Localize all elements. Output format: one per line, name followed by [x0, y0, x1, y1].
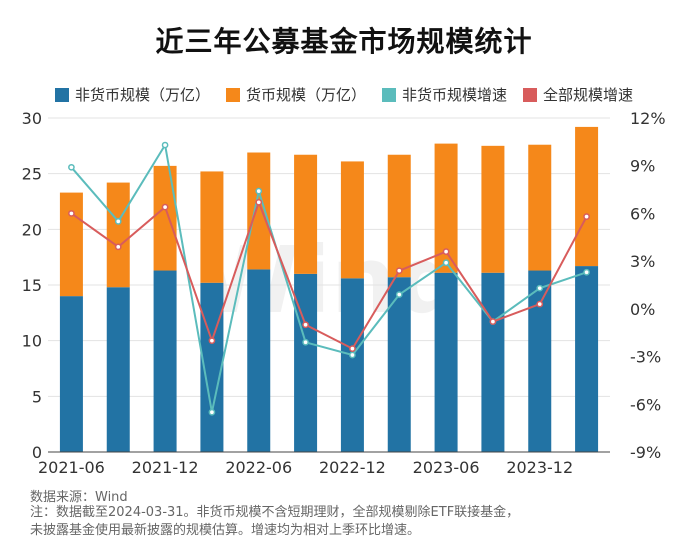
line-total-growth [70, 199, 588, 350]
point-nonmoney-growth [442, 259, 450, 267]
point-total-growth [442, 248, 450, 255]
y-right-tick-label: -3% [630, 348, 661, 367]
y-right-tick-label: 0% [630, 300, 655, 319]
chart-legend: 非货币规模（万亿） 货币规模（万亿） 非货币规模增速 全部规模增速 [0, 84, 688, 105]
point-total-growth [302, 321, 309, 329]
bar-money-scale [481, 145, 505, 273]
footnote-line-2: 未披露基金使用最新披露的规模估算。增速均为相对上季环比增速。 [30, 523, 421, 538]
bar-nonmoney-scale [387, 277, 411, 452]
y-left-tick-label: 10 [22, 332, 42, 351]
bar-nonmoney-scale [575, 266, 599, 452]
legend-item-money-scale: 货币规模（万亿） [225, 84, 366, 105]
bar-nonmoney-scale [340, 278, 364, 452]
y-right-tick-label: 9% [630, 157, 655, 176]
line-nonmoney-growth [70, 142, 587, 413]
y-left-tick-label: 15 [22, 276, 42, 295]
bar-money-scale [294, 154, 318, 274]
y-left-tick-label: 25 [22, 165, 42, 184]
bar-nonmoney-scale [106, 287, 130, 452]
legend-swatch-total-growth [523, 87, 538, 102]
point-nonmoney-growth [114, 218, 122, 225]
bar-money-scale [106, 182, 130, 288]
point-total-growth [208, 337, 216, 345]
bar-money-scale [340, 161, 364, 279]
point-nonmoney-growth [395, 291, 403, 298]
x-tick-label: 2023-06 [413, 458, 480, 477]
legend-label-nonmoney-growth: 非货币规模增速 [402, 86, 508, 104]
bar-nonmoney-scale [528, 270, 552, 452]
legend-swatch-money-scale [225, 87, 240, 102]
y-right-tick-label: -6% [630, 395, 661, 414]
x-tick-label: 2022-06 [225, 458, 292, 477]
footnote-line-1: 注：数据截至2024-03-31。非货币规模不含短期理财，全部规模剔除ETF联接… [30, 505, 520, 520]
legend-swatch-nonmoney-growth [382, 87, 396, 102]
point-nonmoney-growth [161, 141, 169, 149]
point-nonmoney-growth [536, 284, 544, 292]
bar-money-scale [575, 126, 599, 267]
x-tick-label: 2023-12 [506, 458, 573, 477]
point-total-growth [349, 345, 356, 352]
footnote: 注：数据截至2024-03-31。非货币规模不含短期理财，全部规模剔除ETF联接… [30, 504, 680, 540]
point-total-growth [114, 243, 122, 251]
y-left-tick-label: 5 [32, 387, 42, 406]
y-right-tick-label: 6% [630, 204, 655, 223]
point-nonmoney-growth [68, 163, 75, 171]
y-right-tick-label: 3% [630, 252, 655, 271]
point-nonmoney-growth [255, 187, 263, 195]
bar-nonmoney-scale [247, 269, 271, 452]
y-left-tick-label: 30 [22, 109, 42, 128]
point-total-growth [489, 318, 497, 325]
point-total-growth [68, 210, 75, 217]
y-left-tick-label: 20 [22, 220, 42, 239]
point-nonmoney-growth [349, 351, 356, 359]
legend-label-money-scale: 货币规模（万亿） [245, 86, 366, 104]
point-nonmoney-growth [583, 268, 590, 276]
point-total-growth [161, 203, 169, 211]
bar-money-scale [200, 171, 224, 283]
x-tick-label: 2021-06 [38, 458, 105, 477]
y-left-tick-label: 0 [32, 443, 42, 462]
bar-money-scale [387, 154, 411, 278]
x-tick-label: 2021-12 [132, 458, 199, 477]
y-right-tick-label: -9% [630, 443, 661, 462]
bar-nonmoney-scale [434, 272, 458, 452]
point-total-growth [395, 267, 403, 275]
bar-nonmoney-scale [153, 270, 177, 452]
point-total-growth [536, 300, 544, 308]
watermark-text: Wind [198, 227, 462, 334]
point-nonmoney-growth [302, 338, 309, 346]
bar-money-scale [153, 165, 177, 271]
bar-money-scale [59, 192, 83, 297]
legend-item-total-growth: 全部规模增速 [523, 84, 633, 105]
bar-money-scale [247, 152, 271, 270]
point-nonmoney-growth [208, 408, 216, 416]
bar-nonmoney-scale [59, 296, 83, 452]
point-total-growth [583, 213, 590, 220]
source-text: 数据来源：Wind [30, 490, 128, 505]
legend-swatch-nonmoney-scale [54, 87, 69, 102]
bar-money-scale [434, 143, 458, 273]
legend-item-nonmoney-scale: 非货币规模（万亿） [54, 84, 210, 105]
y-right-tick-label: 12% [630, 109, 666, 128]
point-total-growth [255, 198, 263, 206]
chart-title: 近三年公募基金市场规模统计 [155, 25, 533, 58]
bar-nonmoney-scale [481, 272, 505, 452]
legend-label-total-growth: 全部规模增速 [543, 86, 634, 104]
bar-money-scale [528, 144, 552, 271]
legend-item-nonmoney-growth: 非货币规模增速 [382, 84, 507, 105]
bar-nonmoney-scale [294, 273, 318, 452]
x-tick-label: 2022-12 [319, 458, 386, 477]
legend-label-nonmoney-scale: 非货币规模（万亿） [74, 86, 210, 104]
